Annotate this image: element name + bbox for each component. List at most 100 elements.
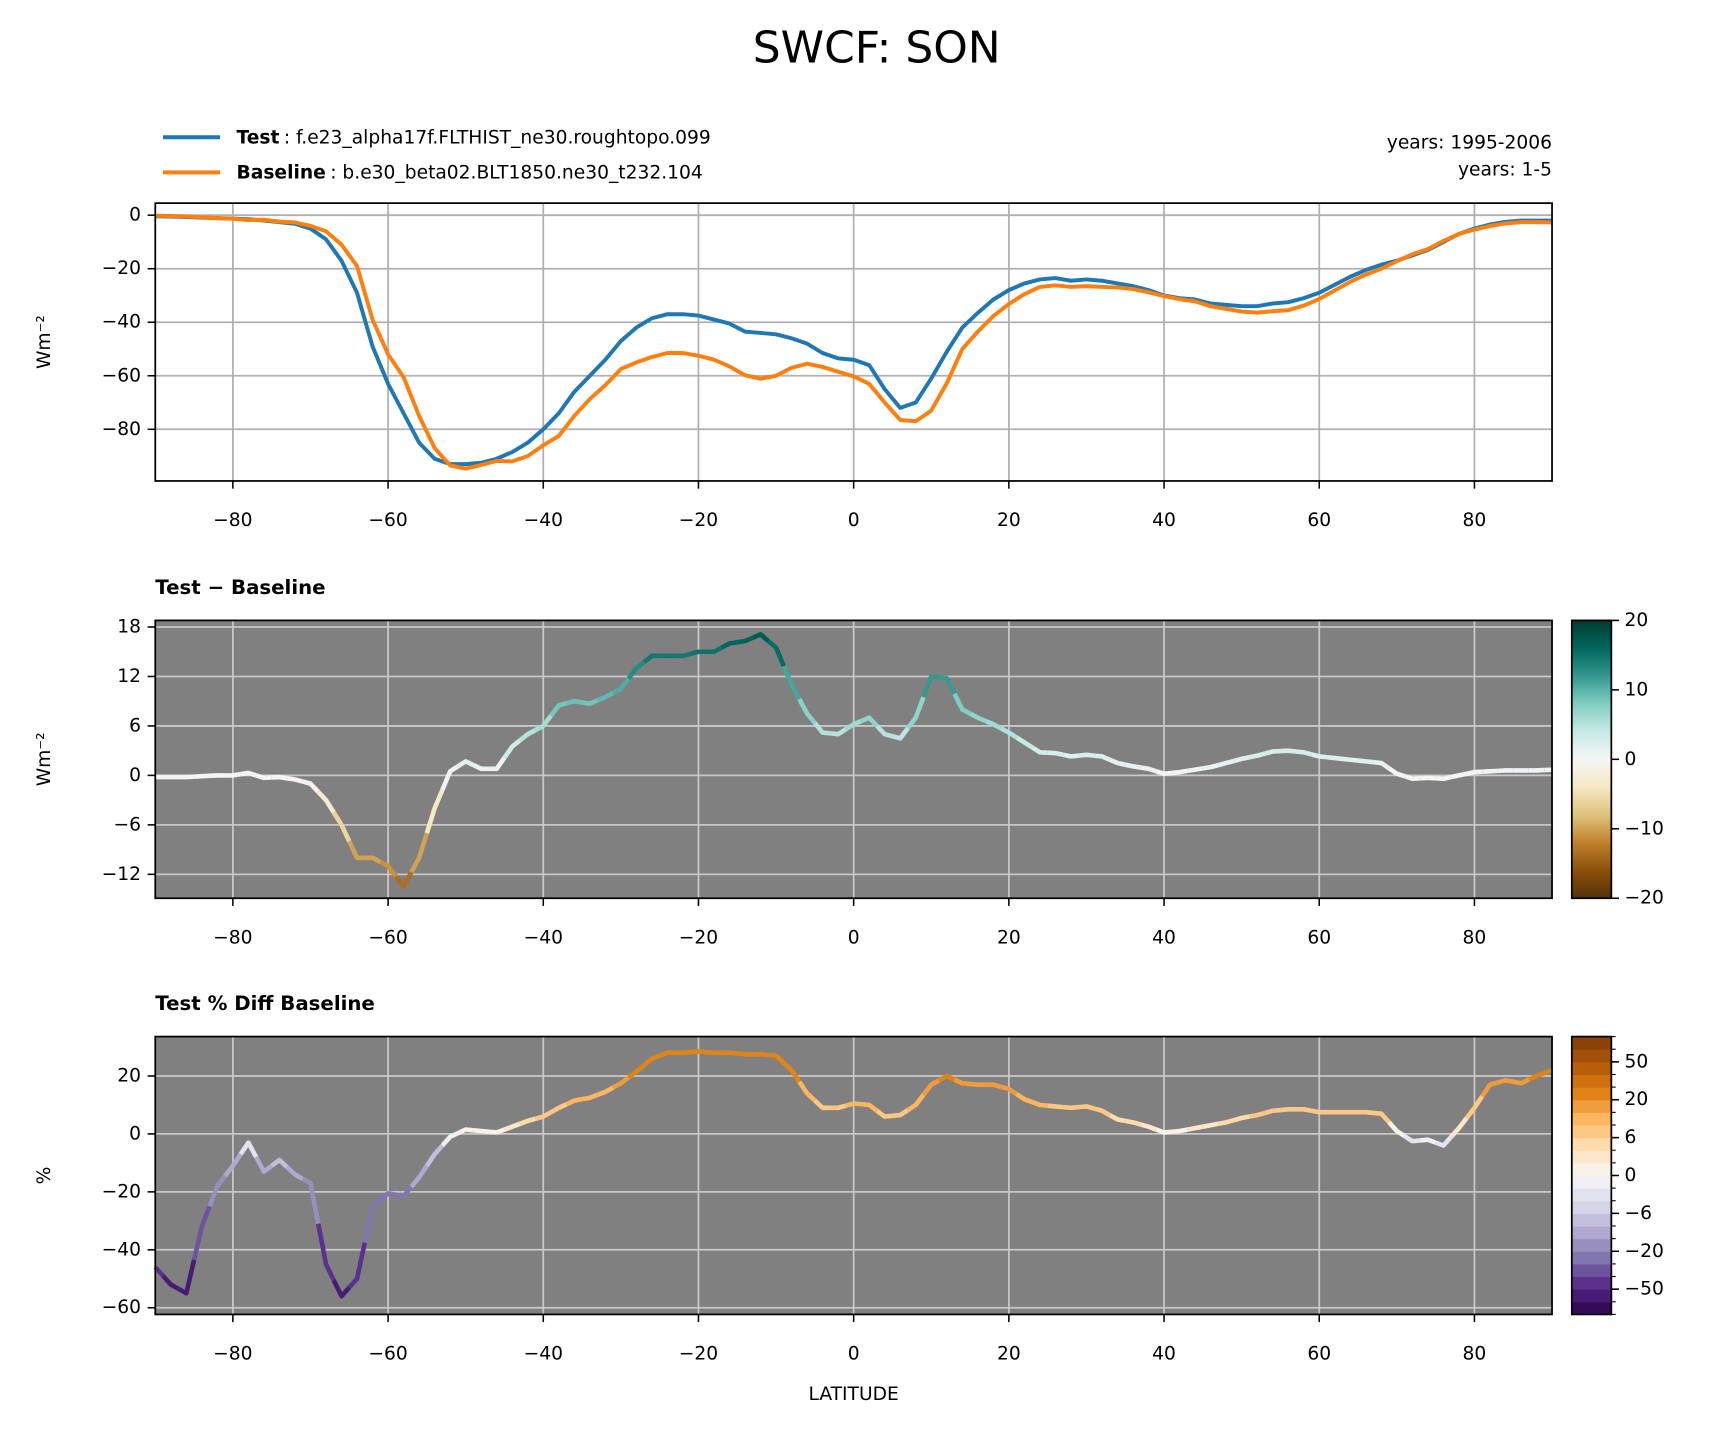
line-segment xyxy=(1124,762,1142,770)
line-segment xyxy=(1466,769,1483,777)
line-segment xyxy=(766,639,786,668)
line-segment xyxy=(1108,757,1126,767)
line-segment xyxy=(612,677,631,696)
line-segment xyxy=(347,840,365,861)
line-segment xyxy=(768,1052,786,1065)
y-tick-label: −20 xyxy=(102,258,141,279)
legend-name: Baseline xyxy=(237,162,326,183)
years-label: years: 1995-2006 xyxy=(1387,132,1552,153)
x-tick-label: −80 xyxy=(213,927,252,948)
line-segment xyxy=(549,1102,568,1115)
colorbar-segment xyxy=(1571,1238,1612,1252)
line-segment xyxy=(1342,756,1359,763)
line-segment xyxy=(409,832,430,874)
colorbar-tick-label: −20 xyxy=(1625,1241,1664,1262)
line-segment xyxy=(1171,768,1188,776)
line-segment xyxy=(706,1049,722,1056)
line-segment xyxy=(193,773,210,779)
line-segment xyxy=(830,1103,847,1111)
colorbar xyxy=(1571,620,1612,899)
line-segment xyxy=(1280,748,1297,754)
y-tick-label: −6 xyxy=(113,814,141,835)
legend-case: : f.e23_alpha17f.FLTHIST_ne30.roughtopo.… xyxy=(284,127,711,148)
panel: −80 −60 −40 −20 0 20 40 60 80200−20−40−60%LATITU… xyxy=(34,992,1664,1405)
line-segment xyxy=(1140,765,1157,774)
line-segment xyxy=(1387,1120,1406,1139)
y-axis-label: % xyxy=(34,1167,55,1185)
line-segment xyxy=(207,1174,227,1208)
line-segment xyxy=(271,774,288,781)
y-tick-label: 12 xyxy=(117,666,141,687)
line-segment xyxy=(238,1140,259,1159)
line-segment xyxy=(1000,1084,1018,1097)
line-segment xyxy=(153,1265,165,1278)
line-segment xyxy=(1357,758,1374,765)
series-line xyxy=(155,213,1553,471)
line-segment xyxy=(1155,769,1173,777)
line-segment xyxy=(781,665,802,701)
x-tick-label: −20 xyxy=(679,510,718,531)
line-segment xyxy=(1140,1122,1158,1132)
line-segment xyxy=(952,692,972,716)
y-tick-label: −20 xyxy=(102,1181,141,1202)
x-tick-label: −80 xyxy=(213,510,252,531)
line-segment xyxy=(627,1063,646,1080)
line-segment xyxy=(456,759,475,769)
line-segment xyxy=(581,1092,599,1102)
legend-label: Baseline: b.e30_beta02.BLT1850.ne30_t232… xyxy=(237,162,703,183)
colorbar-segment xyxy=(1571,1162,1612,1177)
line-segment xyxy=(1449,1116,1469,1139)
line-segment xyxy=(984,718,1003,731)
colorbar-tick-label: −6 xyxy=(1625,1203,1653,1224)
colorbar-tick-label: 0 xyxy=(1625,749,1637,770)
line-segment xyxy=(472,763,489,772)
colorbar-segment xyxy=(1571,1213,1612,1227)
years-label: years: 1-5 xyxy=(1458,160,1552,181)
colorbar-segment xyxy=(1571,1036,1612,1050)
line-segment xyxy=(1217,758,1235,768)
line-segment xyxy=(953,1077,971,1087)
line-segment xyxy=(844,718,863,732)
line-segment xyxy=(860,715,879,728)
line-segment xyxy=(1062,1104,1079,1111)
plot-frame xyxy=(154,1035,1553,1316)
colorbar-tick-label: 0 xyxy=(1625,1165,1637,1186)
line-segment xyxy=(549,701,568,718)
line-segment xyxy=(302,779,320,794)
x-tick-label: 60 xyxy=(1307,927,1331,948)
line-segment xyxy=(626,660,646,680)
x-tick-label: 60 xyxy=(1307,510,1331,531)
line-segment xyxy=(1482,768,1498,774)
line-segment xyxy=(1497,1078,1514,1085)
line-segment xyxy=(937,1073,956,1083)
x-tick-label: −60 xyxy=(368,927,407,948)
line-segment xyxy=(736,635,754,645)
line-segment xyxy=(675,651,692,659)
line-segment xyxy=(1387,766,1406,779)
colorbar-tick-label: −20 xyxy=(1625,888,1664,909)
line-segment xyxy=(861,1101,879,1113)
line-segment xyxy=(565,1096,583,1107)
line-segment xyxy=(1202,762,1219,771)
line-segment xyxy=(1512,1077,1530,1086)
line-segment xyxy=(1015,1092,1033,1105)
line-segment xyxy=(1248,1110,1266,1119)
line-segment xyxy=(1419,1137,1437,1145)
line-segment xyxy=(1295,749,1313,757)
line-segment xyxy=(1326,754,1343,762)
y-tick-label: 6 xyxy=(129,715,141,736)
line-segment xyxy=(1358,1109,1374,1116)
y-tick-label: −80 xyxy=(102,419,141,440)
line-segment xyxy=(845,1101,862,1108)
line-segment xyxy=(1093,753,1111,762)
line-segment xyxy=(315,1223,336,1282)
line-segment xyxy=(331,1279,351,1299)
line-segment xyxy=(519,1116,537,1126)
line-segment xyxy=(502,738,522,759)
line-segment xyxy=(1202,1121,1219,1129)
line-segment xyxy=(891,726,910,741)
line-segment xyxy=(1155,1127,1173,1135)
line-segment xyxy=(473,1128,490,1135)
colorbar-segment xyxy=(1571,1289,1612,1303)
y-axis-label: Wm⁻² xyxy=(34,315,55,369)
